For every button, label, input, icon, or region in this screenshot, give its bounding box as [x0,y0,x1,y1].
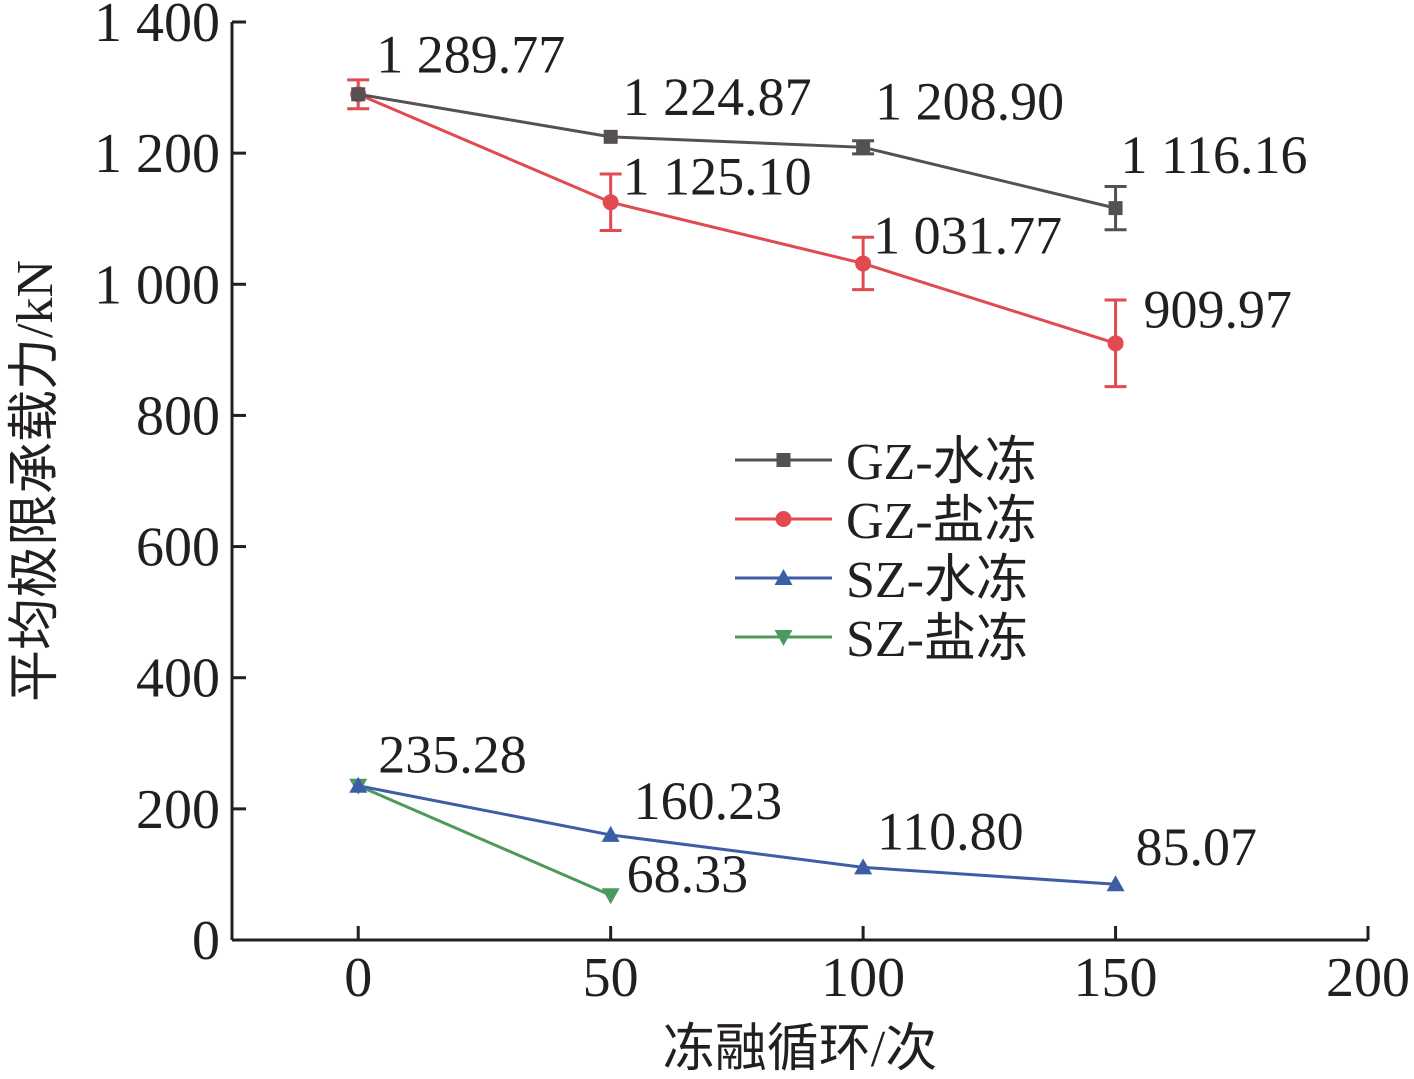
data-label: 1 125.10 [623,146,812,206]
x-axis-title: 冻融循环/次 [663,1021,937,1078]
legend-label: SZ-盐冻 [846,611,1028,668]
series-line [357,784,612,897]
data-point [1107,335,1124,352]
data-point [601,888,620,905]
legend-marker [774,569,793,585]
y-tick-label: 1 200 [94,123,220,185]
series-line [357,784,1116,886]
series-line [357,92,1116,210]
x-tick-label: 100 [821,947,905,1009]
legend-marker [775,511,792,527]
legend-item: GZ-盐冻 [735,493,1037,550]
y-tick-label: 600 [136,517,220,579]
data-label: 909.97 [1144,279,1293,339]
x-tick-label: 150 [1074,947,1158,1009]
data-point [1108,201,1123,216]
series-2 [349,776,1125,892]
legend-marker [774,630,793,646]
data-point [601,825,620,842]
data-labels: 1 224.87 1 208.90 1 116.16 1 289.77 1 125.10… [376,24,1307,904]
data-label: 235.28 [378,725,527,785]
data-point [602,194,619,211]
data-point [855,255,872,272]
series-line [357,92,1117,345]
data-label: 1 031.77 [873,205,1062,265]
data-point [351,87,366,102]
data-point [854,858,873,875]
x-tick-label: 200 [1326,947,1410,1009]
plot-area [347,78,1127,905]
data-label: 110.80 [877,801,1024,861]
y-tick-label: 0 [192,910,220,972]
data-label: 1 116.16 [1121,125,1308,185]
data-label: 160.23 [634,771,783,831]
legend-item: SZ-水冻 [735,552,1028,609]
data-label: 1 224.87 [623,67,812,127]
data-point [349,776,368,793]
legend-item: GZ-水冻 [735,434,1037,491]
legend-label: SZ-水冻 [846,552,1028,609]
data-point [1106,875,1125,892]
series-0 [351,87,1127,232]
y-tick-label: 400 [136,648,220,710]
y-tick-label: 1 000 [94,254,220,316]
legend-item: SZ-盐冻 [735,611,1028,668]
x-tick-label: 0 [344,947,372,1009]
axes: 0 200 400 600 800 1 000 1 200 1 400 0 50 100 150 200 [94,0,1410,1009]
data-label: 68.33 [627,844,749,904]
legend-label: GZ-水冻 [846,434,1037,491]
series-3 [349,778,620,905]
y-axis-title: 平均极限承载力/kN [7,260,64,702]
x-tick-label: 50 [583,947,639,1009]
y-tick-label: 200 [136,779,220,841]
data-label: 1 289.77 [376,24,565,84]
series-1 [347,78,1127,389]
data-label: 85.07 [1136,817,1258,877]
data-point [856,140,871,155]
legend-marker [776,453,791,467]
legend-label: GZ-盐冻 [846,493,1037,550]
y-tick-label: 1 400 [94,0,220,54]
data-label: 1 208.90 [875,71,1064,131]
data-point [603,129,618,144]
y-tick-label: 800 [136,385,220,447]
